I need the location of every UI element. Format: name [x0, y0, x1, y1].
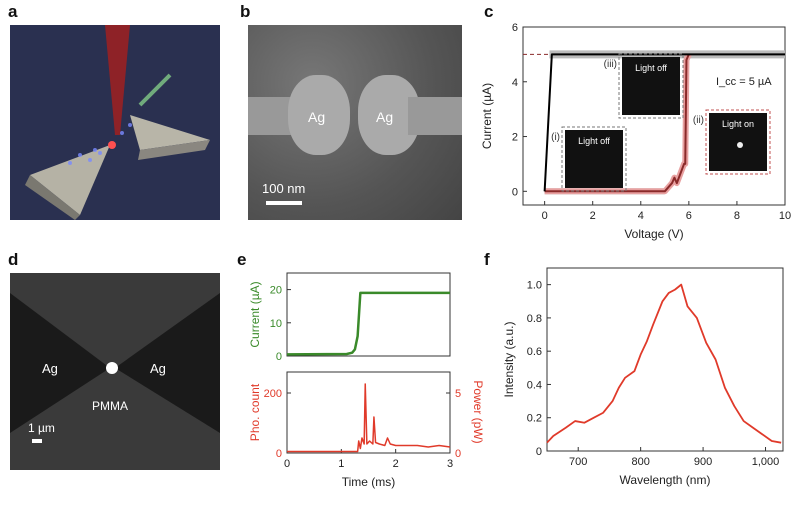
panel-label-d: d — [8, 250, 19, 269]
y-tick-label: 2 — [512, 132, 518, 144]
plot-frame — [286, 371, 451, 454]
y-tick-label: 0 — [276, 448, 282, 460]
panel-label-e: e — [237, 250, 247, 269]
y-tick-label: 6 — [512, 22, 518, 34]
x-tick-label: 3 — [447, 458, 453, 470]
y-tick-label: 0.2 — [527, 413, 542, 425]
ag-label-left: Ag — [42, 361, 58, 376]
y-tick-label: 0.8 — [527, 313, 542, 325]
x-tick-label: 2 — [590, 210, 596, 222]
x-tick-label: 10 — [779, 210, 791, 222]
panel-label-b: b — [240, 2, 251, 21]
light-spot — [737, 142, 743, 148]
x-axis-label: Wavelength (nm) — [620, 473, 711, 487]
y-tick-label: 0 — [512, 186, 518, 198]
inset-frame — [705, 109, 771, 175]
iv-curve-0 — [544, 53, 690, 193]
x-tick-label: 0 — [542, 210, 548, 222]
inset-image — [709, 113, 767, 171]
plot-frame — [522, 26, 786, 206]
y2-tick-label: 5 — [455, 388, 461, 400]
y2-axis-label: Power (pW) — [471, 380, 485, 443]
panel-label-c: c — [484, 2, 494, 21]
ag-label-right: Ag — [150, 361, 166, 376]
inset-tag: (ii) — [693, 115, 704, 126]
inset-image — [622, 57, 680, 115]
y-tick-label: 0 — [276, 351, 282, 363]
y-tick-label: 0.4 — [527, 379, 542, 391]
x-axis-label: Time (ms) — [342, 475, 396, 489]
x-tick-label: 2 — [393, 458, 399, 470]
inset-frame — [618, 53, 684, 119]
plot-frame — [546, 267, 784, 452]
y-tick-label: 0.6 — [527, 346, 542, 358]
ag-label-right: Ag — [376, 109, 394, 125]
pmma-label: PMMA — [92, 399, 128, 413]
y-axis-label: Current (µA) — [480, 83, 494, 149]
inset-tag: (i) — [551, 132, 560, 143]
x-axis-label: Voltage (V) — [624, 227, 683, 241]
panel-label-a: a — [8, 2, 18, 21]
inset-image — [565, 130, 623, 188]
spectrum-trace — [546, 283, 782, 444]
scale-bar — [32, 439, 42, 443]
y-axis-label: Intensity (a.u.) — [502, 321, 516, 397]
x-tick-label: 700 — [569, 456, 587, 468]
x-tick-label: 800 — [631, 456, 649, 468]
nanogap-illustration — [10, 25, 220, 220]
y-tick-label: 1.0 — [527, 280, 542, 292]
iv-curve-1 — [543, 53, 785, 192]
inset-tag: (iii) — [604, 59, 617, 70]
photon-count-trace — [287, 383, 451, 453]
x-tick-label: 4 — [638, 210, 644, 222]
y-axis-label: Pho. count — [248, 383, 262, 441]
inset-label: Light off — [635, 63, 667, 73]
x-tick-label: 8 — [734, 210, 740, 222]
inset-label: Light off — [578, 136, 610, 146]
y-tick-label: 10 — [270, 318, 282, 330]
scale-bar — [266, 201, 302, 205]
inset-label: Light on — [722, 119, 754, 129]
y-tick-label: 0 — [536, 446, 542, 458]
x-tick-label: 1 — [338, 458, 344, 470]
x-tick-label: 900 — [694, 456, 712, 468]
inset-frame — [561, 126, 627, 192]
x-tick-label: 1,000 — [752, 456, 780, 468]
sem-image: Ag Ag 100 nm — [248, 25, 462, 220]
plot-frame — [286, 272, 451, 357]
panel-label-f: f — [484, 250, 490, 269]
x-tick-label: 6 — [686, 210, 692, 222]
y-tick-label: 20 — [270, 285, 282, 297]
current-trace — [286, 291, 450, 356]
icc-annotation: I_cc = 5 µA — [716, 76, 772, 88]
y2-tick-label: 0 — [455, 448, 461, 460]
ag-label-left: Ag — [308, 109, 326, 125]
optical-image: Ag Ag PMMA 1 µm — [10, 273, 220, 470]
x-tick-label: 0 — [284, 458, 290, 470]
y-axis-label: Current (µA) — [248, 281, 262, 347]
y-tick-label: 200 — [264, 388, 282, 400]
scale-label: 1 µm — [28, 421, 55, 435]
y-tick-label: 4 — [512, 77, 518, 89]
scale-label: 100 nm — [262, 181, 306, 196]
